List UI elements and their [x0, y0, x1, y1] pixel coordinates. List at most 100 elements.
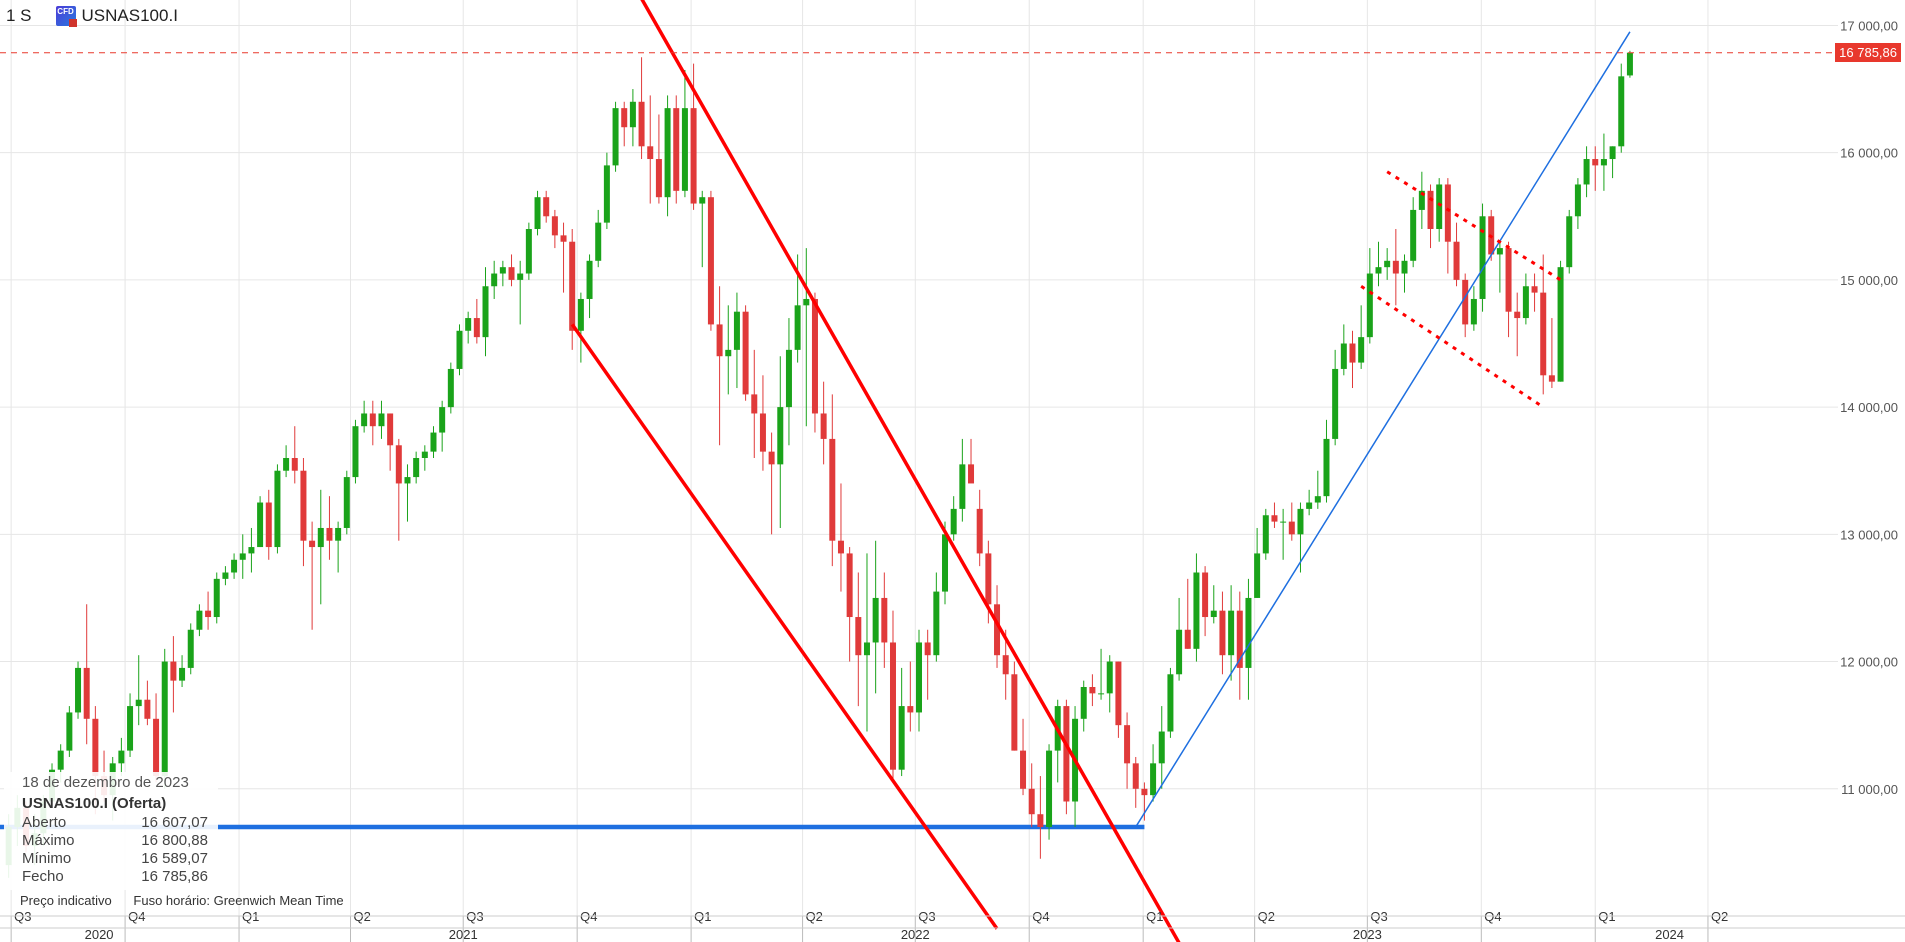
candle	[1332, 349, 1339, 446]
candle	[205, 591, 212, 630]
y-tick-label: 15 000,00	[1840, 273, 1898, 288]
candle-body	[742, 311, 749, 395]
info-row-low: Mínimo 16 589,07	[22, 850, 208, 868]
candle-body	[508, 267, 515, 280]
candle-body	[1063, 706, 1070, 802]
candle-body	[352, 426, 359, 478]
candle	[551, 209, 558, 249]
candle	[1124, 712, 1131, 789]
candle	[118, 737, 125, 777]
flag-channel-line	[1386, 170, 1562, 282]
candle	[1401, 254, 1408, 293]
candle-body	[1340, 343, 1347, 369]
cfd-icon: CFD	[55, 6, 77, 27]
candle	[1522, 273, 1529, 325]
candle-body	[1271, 515, 1278, 522]
info-label: Aberto	[22, 814, 67, 831]
candle	[621, 101, 628, 147]
candle-body	[629, 101, 636, 128]
candle	[560, 222, 567, 293]
info-value: 16 800,88	[141, 832, 208, 849]
candle-body	[942, 534, 949, 592]
candle	[1470, 286, 1477, 331]
candle-body	[205, 610, 212, 618]
candle-body	[465, 318, 472, 331]
x-year-label: 2024	[1655, 927, 1684, 942]
candle	[1531, 273, 1538, 312]
candle-body	[811, 298, 818, 414]
candle	[759, 375, 766, 471]
candle-body	[916, 642, 922, 713]
candle	[430, 426, 437, 458]
candle	[1392, 229, 1399, 306]
candle-body	[586, 260, 593, 299]
candle-body	[1600, 159, 1607, 166]
candle	[1574, 178, 1581, 229]
candle-body	[1462, 279, 1469, 325]
candle	[1410, 197, 1417, 268]
candle	[257, 496, 264, 548]
candle	[1280, 508, 1287, 560]
candle-body	[1427, 190, 1434, 229]
candle	[447, 362, 454, 414]
candle-body	[144, 699, 151, 719]
candle	[66, 706, 73, 757]
candle	[1453, 222, 1460, 287]
candle	[1176, 597, 1183, 681]
candle-body	[161, 661, 168, 777]
candle-body	[725, 349, 732, 357]
candle	[968, 438, 975, 484]
candle-body	[1158, 731, 1165, 764]
info-label: Fecho	[22, 868, 64, 885]
candle-body	[413, 458, 420, 478]
y-tick-label: 16 000,00	[1840, 146, 1898, 161]
candle-body	[127, 706, 134, 751]
candle	[872, 540, 879, 694]
candle	[768, 432, 775, 535]
symbol-label[interactable]: USNAS100.I	[81, 6, 178, 25]
candle	[170, 636, 177, 713]
candle-body	[638, 101, 645, 147]
candle	[499, 260, 506, 287]
candle	[369, 400, 376, 446]
candle-body	[179, 667, 186, 681]
candle-body	[404, 477, 411, 484]
candle	[577, 292, 584, 363]
candle-body	[1262, 515, 1269, 554]
x-year-label: 2020	[85, 927, 114, 942]
candle-body	[222, 572, 229, 579]
candle	[1548, 318, 1555, 389]
candle-body	[1392, 260, 1399, 274]
candle-body	[1254, 553, 1261, 598]
candle	[1427, 184, 1434, 249]
candle	[465, 311, 472, 344]
candle-body	[1366, 273, 1373, 338]
candle	[1046, 744, 1053, 840]
candle-body	[872, 597, 879, 643]
candle-body	[1080, 687, 1087, 719]
candle-body	[1210, 610, 1217, 618]
candle-body	[447, 368, 454, 408]
candle	[1037, 776, 1044, 859]
candle-body	[1002, 655, 1009, 675]
candle	[1609, 146, 1616, 179]
candle	[239, 534, 246, 579]
candle-body	[829, 438, 836, 541]
candle-body	[1028, 788, 1035, 815]
candle-body	[716, 324, 723, 357]
candle-body	[1184, 629, 1191, 649]
candle	[1106, 655, 1113, 713]
candle	[404, 464, 411, 522]
candle-body	[1618, 76, 1625, 147]
candle	[1271, 502, 1278, 528]
candle	[638, 57, 645, 160]
candle	[343, 470, 350, 535]
candle	[933, 572, 940, 662]
timeframe-label[interactable]: 1 S	[6, 6, 32, 25]
candle-body	[560, 235, 567, 242]
current-price-tag: 16 785,86	[1835, 42, 1901, 62]
candle-body	[664, 108, 671, 198]
candle	[534, 190, 541, 236]
